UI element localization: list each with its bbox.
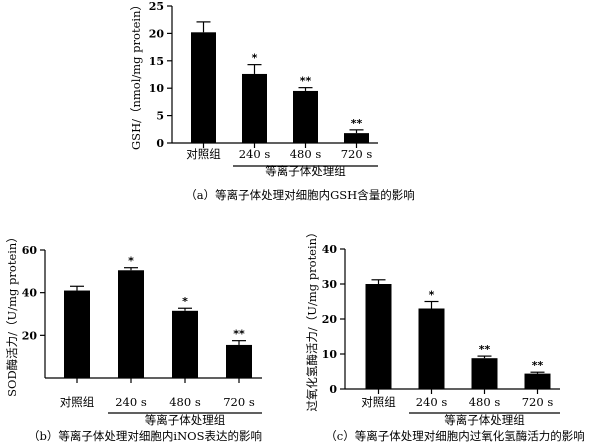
bar (242, 73, 267, 143)
bar (226, 344, 252, 378)
chart-1: 0 5 10 15 20 25 GSH/（nmol/mg protein） 对照组 * 240 s… (129, 0, 415, 202)
x-tick-label: 480 s (469, 395, 501, 409)
x-tick-label: 480 s (169, 395, 201, 409)
y-tick-label: 30 (322, 278, 338, 291)
x-tick-label: 240 s (416, 395, 448, 409)
y-tick-label: 20 (322, 313, 338, 326)
significance-mark: ** (532, 359, 544, 372)
bar (118, 270, 144, 378)
group-label: 等离子体处理组 (265, 164, 346, 178)
x-tick-label: 240 s (239, 147, 271, 161)
x-tick-label: 对照组 (186, 147, 221, 161)
y-tick-label: 10 (322, 348, 338, 361)
bar (365, 284, 392, 389)
chart-caption: （b）等离子体处理对细胞内iNOS表达的影响 (28, 429, 262, 443)
bar (471, 358, 498, 389)
y-tick-label: 20 (149, 27, 165, 40)
y-tick-label: 40 (322, 243, 338, 256)
y-tick-label: 5 (156, 110, 164, 123)
bar (344, 133, 369, 143)
significance-mark: ** (233, 328, 245, 341)
chart-caption: （c）等离子体处理对细胞内过氧化氢酶活力的影响 (325, 429, 584, 443)
significance-mark: * (128, 255, 134, 268)
y-tick-label: 10 (149, 82, 165, 95)
group-label: 等离子体处理组 (444, 413, 525, 427)
x-tick-label: 对照组 (361, 395, 396, 409)
x-tick-label: 720 s (522, 395, 554, 409)
y-tick-label: 20 (22, 329, 38, 342)
x-tick-label: 720 s (223, 395, 255, 409)
x-tick-label: 480 s (290, 147, 322, 161)
significance-mark: * (182, 295, 188, 308)
bar (64, 290, 90, 378)
significance-mark: ** (300, 75, 312, 88)
bar (293, 90, 318, 143)
x-tick-label: 240 s (115, 395, 147, 409)
y-tick-label: 25 (149, 0, 164, 13)
y-tick-label: 0 (156, 137, 164, 150)
significance-mark: * (429, 289, 435, 302)
x-tick-label: 对照组 (60, 395, 95, 409)
significance-mark: ** (479, 343, 491, 356)
y-tick-label: 15 (149, 55, 164, 68)
significance-mark: * (252, 52, 258, 65)
y-axis-label: GSH/（nmol/mg protein） (129, 0, 143, 150)
y-tick-label: 40 (22, 287, 38, 300)
x-tick-label: 720 s (341, 147, 373, 161)
y-tick-label: 60 (22, 244, 38, 257)
y-tick-label: 0 (329, 383, 337, 396)
bar (191, 32, 216, 143)
y-axis-label: 过氧化氢酶活力/（U/mg protein） (305, 226, 319, 411)
group-label: 等离子体处理组 (145, 413, 226, 427)
significance-mark: ** (351, 117, 363, 130)
bar (418, 308, 445, 389)
bar (524, 373, 551, 389)
bar (172, 310, 198, 378)
y-axis-label: SOD酶活力/（U/mg protein） (5, 231, 19, 397)
chart-caption: （a）等离子体处理对细胞内GSH含量的影响 (185, 188, 414, 202)
